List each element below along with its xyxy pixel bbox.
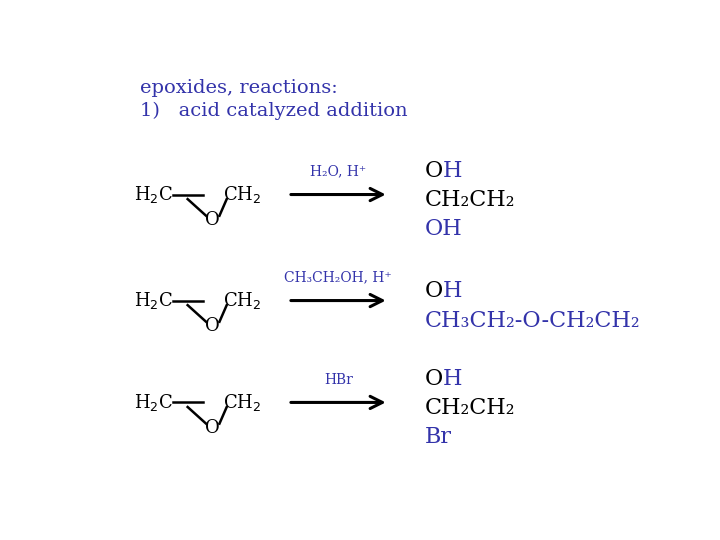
Text: HBr: HBr	[324, 373, 353, 387]
Text: H$_2$C: H$_2$C	[133, 290, 173, 311]
Text: epoxides, reactions:: epoxides, reactions:	[140, 79, 338, 97]
Text: O: O	[425, 368, 443, 390]
Text: H$_2$C: H$_2$C	[133, 184, 173, 205]
Text: CH₂CH₂: CH₂CH₂	[425, 189, 516, 211]
Text: CH$_2$: CH$_2$	[222, 392, 261, 413]
Text: H₂O, H⁺: H₂O, H⁺	[310, 165, 366, 179]
Text: O: O	[425, 160, 443, 182]
Text: H$_2$C: H$_2$C	[133, 392, 173, 413]
Text: O: O	[205, 317, 220, 335]
Text: CH₂CH₂: CH₂CH₂	[425, 397, 516, 419]
Text: CH$_2$: CH$_2$	[222, 290, 261, 311]
Text: CH₃CH₂-O-CH₂CH₂: CH₃CH₂-O-CH₂CH₂	[425, 309, 640, 332]
Text: O: O	[205, 419, 220, 437]
Text: H: H	[443, 280, 462, 302]
Text: H: H	[443, 368, 462, 390]
Text: Br: Br	[425, 426, 452, 448]
Text: OH: OH	[425, 218, 462, 240]
Text: 1)   acid catalyzed addition: 1) acid catalyzed addition	[140, 102, 408, 120]
Text: O: O	[425, 280, 443, 302]
Text: CH₃CH₂OH, H⁺: CH₃CH₂OH, H⁺	[284, 271, 392, 285]
Text: CH$_2$: CH$_2$	[222, 184, 261, 205]
Text: O: O	[205, 211, 220, 229]
Text: H: H	[443, 160, 462, 182]
